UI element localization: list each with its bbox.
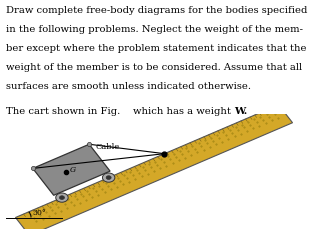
Circle shape xyxy=(103,173,115,182)
Text: 30°: 30° xyxy=(33,208,46,216)
Text: weight of the member is to be considered. Assume that all: weight of the member is to be considered… xyxy=(6,63,302,72)
Text: surfaces are smooth unless indicated otherwise.: surfaces are smooth unless indicated oth… xyxy=(6,82,250,91)
Text: in the following problems. Neglect the weight of the mem-: in the following problems. Neglect the w… xyxy=(6,25,303,34)
Text: which has a weight: which has a weight xyxy=(133,106,234,115)
Polygon shape xyxy=(33,145,110,195)
Text: G: G xyxy=(70,165,76,173)
Circle shape xyxy=(106,176,111,180)
Text: The cart shown in Fig.: The cart shown in Fig. xyxy=(6,106,120,115)
Text: Draw complete free-body diagrams for the bodies specified: Draw complete free-body diagrams for the… xyxy=(6,6,307,15)
Text: W.: W. xyxy=(234,106,247,115)
Polygon shape xyxy=(16,105,293,229)
Text: ber except where the problem statement indicates that the: ber except where the problem statement i… xyxy=(6,44,306,53)
Text: Cable: Cable xyxy=(96,143,120,151)
Circle shape xyxy=(60,196,64,200)
Circle shape xyxy=(56,193,68,202)
